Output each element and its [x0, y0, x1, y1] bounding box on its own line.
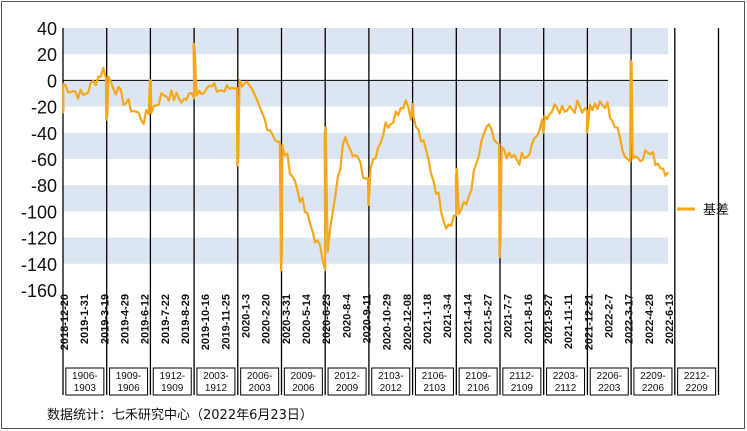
- x-tick-label: 2021-11-11: [563, 294, 575, 349]
- spread-label-bottom: 1903: [74, 383, 97, 394]
- spread-label-top: 2012-: [334, 371, 360, 382]
- x-tick-label: 2019-10-16: [200, 294, 212, 350]
- x-tick-label: 2021-8-16: [523, 294, 535, 344]
- grid-band: [63, 237, 668, 264]
- x-tick-label: 2022-4-28: [644, 294, 656, 344]
- x-tick-label: 2020-10-29: [382, 294, 394, 350]
- spread-label-bottom: 2103: [423, 383, 446, 394]
- x-tick-label: 2022-6-13: [664, 294, 676, 344]
- spread-label-bottom: 1912: [205, 383, 228, 394]
- x-tick-label: 2019-3-19: [99, 294, 111, 344]
- spread-box: [458, 367, 498, 396]
- x-tick-label: 2019-4-29: [120, 294, 132, 344]
- spread-label-bottom: 2109: [511, 383, 534, 394]
- spread-label-bottom: 2012: [380, 383, 403, 394]
- spread-label-top: 2103-: [378, 371, 404, 382]
- grid-band: [63, 80, 668, 107]
- spread-label-bottom: 2003: [249, 383, 272, 394]
- x-tick-label: 2020-3-31: [281, 294, 293, 344]
- spread-box: [196, 367, 236, 396]
- spread-label-top: 2106-: [422, 371, 448, 382]
- x-tick-label: 2021-3-4: [442, 293, 454, 338]
- y-tick-label: -140: [21, 255, 57, 275]
- spread-box: [65, 367, 105, 396]
- x-tick-label: 2020-5-14: [301, 293, 313, 344]
- x-tick-label: 2021-12-21: [583, 294, 595, 350]
- grid-band: [63, 132, 668, 159]
- legend-label: 基差: [703, 203, 729, 218]
- x-tick-label: 2019-6-12: [140, 294, 152, 344]
- y-tick-label: 0: [47, 71, 57, 91]
- spread-box: [152, 367, 192, 396]
- spread-box: [633, 367, 673, 396]
- spread-box: [589, 367, 629, 396]
- spread-box: [502, 367, 542, 396]
- spread-box: [327, 367, 367, 396]
- source-note: 数据统计：七禾研究中心（2022年6月23日）: [47, 408, 313, 423]
- y-tick-label: -120: [21, 229, 57, 249]
- x-tick-label: 2019-7-22: [160, 294, 172, 344]
- spread-box: [371, 367, 411, 396]
- x-tick-label: 2022-3-17: [624, 294, 636, 344]
- spread-label-top: 1912-: [159, 371, 185, 382]
- y-tick-label: 40: [37, 19, 57, 39]
- spread-label-top: 2009-: [291, 371, 317, 382]
- y-tick-label: -160: [21, 281, 57, 301]
- grid-band: [63, 185, 668, 212]
- x-tick-label: 2020-1-3: [241, 294, 253, 338]
- x-tick-label: 2018-12-20: [59, 294, 71, 350]
- spread-label-top: 2212-: [684, 371, 710, 382]
- x-tick-label: 2020-12-08: [402, 294, 414, 350]
- x-tick-label: 2020-9-11: [362, 294, 374, 344]
- spread-label-bottom: 2006: [292, 383, 315, 394]
- x-tick-label: 2022-2-7: [604, 294, 616, 338]
- spread-label-bottom: 2209: [686, 383, 709, 394]
- x-tick-label: 2019-8-29: [180, 294, 192, 344]
- spread-label-top: 2006-: [247, 371, 273, 382]
- grid-band: [63, 28, 668, 55]
- x-tick-label: 2019-1-31: [79, 294, 91, 344]
- y-tick-label: -40: [31, 124, 57, 144]
- spread-label-bottom: 2203: [598, 383, 621, 394]
- spread-label-top: 2003-: [203, 371, 229, 382]
- spread-box: [283, 367, 323, 396]
- x-tick-label: 2021-9-27: [543, 294, 555, 344]
- x-tick-label: 2021-4-14: [462, 293, 474, 344]
- y-tick-label: 20: [37, 45, 57, 65]
- x-tick-label: 2019-11-25: [220, 294, 232, 350]
- y-tick-label: -60: [31, 150, 57, 170]
- x-tick-label: 2020-6-23: [321, 294, 333, 344]
- spread-label-top: 2206-: [596, 371, 622, 382]
- y-tick-label: -80: [31, 176, 57, 196]
- x-tick-label: 2020-2-20: [261, 294, 273, 344]
- x-tick-label: 2021-5-27: [483, 294, 495, 344]
- spread-label-top: 1909-: [116, 371, 142, 382]
- x-tick-label: 2021-1-18: [422, 294, 434, 344]
- spread-box: [414, 367, 454, 396]
- x-tick-label: 2020-8-4: [341, 293, 353, 338]
- spread-box: [109, 367, 149, 396]
- y-tick-label: -20: [31, 98, 57, 118]
- spread-label-top: 2109-: [465, 371, 491, 382]
- x-tick-label: 2021-7-7: [503, 294, 515, 338]
- spread-label-top: 1906-: [72, 371, 98, 382]
- spread-box: [240, 367, 280, 396]
- basis-line: [61, 42, 669, 272]
- spread-label-bottom: 1909: [161, 383, 184, 394]
- spread-label-bottom: 2009: [336, 383, 359, 394]
- spread-label-top: 2203-: [553, 371, 579, 382]
- spread-label-bottom: 2112: [555, 383, 577, 394]
- spread-label-top: 2209-: [640, 371, 666, 382]
- spread-label-bottom: 2206: [642, 383, 665, 394]
- spread-label-top: 2112-: [509, 371, 534, 382]
- spread-box: [546, 367, 586, 396]
- spread-label-bottom: 1906: [117, 383, 140, 394]
- y-tick-label: -100: [21, 202, 57, 222]
- spread-label-bottom: 2106: [467, 383, 490, 394]
- spread-box: [677, 367, 717, 396]
